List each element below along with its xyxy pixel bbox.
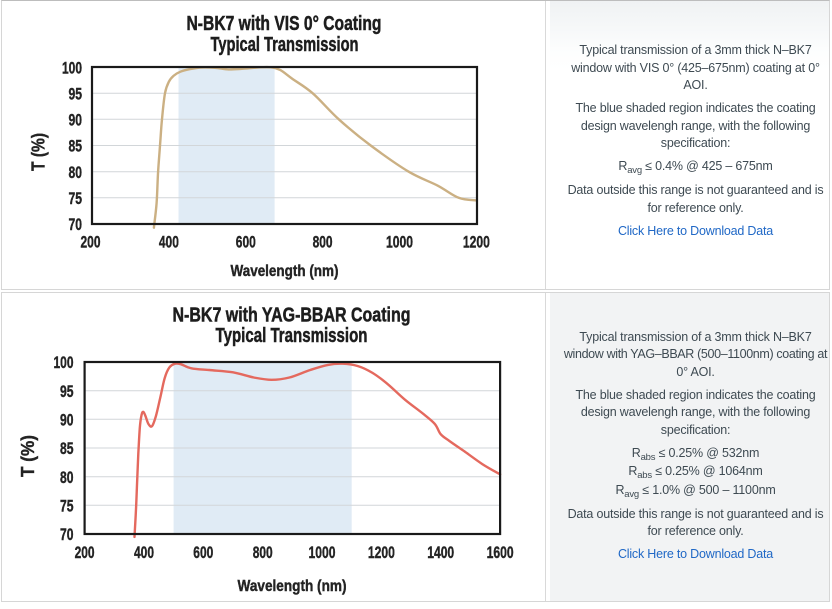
svg-text:Wavelength (nm): Wavelength (nm) [231, 263, 339, 280]
svg-text:70: 70 [60, 525, 74, 544]
svg-text:80: 80 [60, 468, 74, 487]
svg-text:1000: 1000 [309, 543, 336, 562]
svg-text:400: 400 [134, 543, 154, 562]
svg-text:800: 800 [253, 543, 273, 562]
svg-text:85: 85 [60, 439, 74, 458]
svg-text:Typical Transmission: Typical Transmission [216, 325, 368, 347]
svg-text:N-BK7 with VIS 0° Coating: N-BK7 with VIS 0° Coating [187, 13, 382, 35]
svg-text:N-BK7 with YAG-BBAR Coating: N-BK7 with YAG-BBAR Coating [173, 305, 411, 327]
svg-text:90: 90 [60, 411, 74, 430]
svg-text:90: 90 [69, 111, 83, 130]
svg-text:200: 200 [75, 543, 95, 562]
svg-text:Typical Transmission: Typical Transmission [211, 34, 359, 56]
svg-text:T (%): T (%) [29, 133, 49, 171]
svg-text:1000: 1000 [386, 233, 413, 252]
svg-text:95: 95 [69, 84, 83, 103]
svg-text:1200: 1200 [463, 233, 490, 252]
svg-text:1200: 1200 [368, 543, 395, 562]
svg-text:85: 85 [69, 137, 83, 156]
svg-text:95: 95 [60, 382, 74, 401]
svg-text:T (%): T (%) [18, 435, 38, 477]
svg-text:400: 400 [159, 233, 179, 252]
svg-text:800: 800 [313, 233, 333, 252]
svg-text:Wavelength (nm): Wavelength (nm) [238, 578, 347, 595]
svg-text:75: 75 [69, 189, 83, 208]
svg-text:70: 70 [69, 215, 83, 234]
svg-text:200: 200 [81, 233, 101, 252]
svg-text:1600: 1600 [487, 543, 514, 562]
svg-text:80: 80 [69, 163, 83, 182]
svg-text:600: 600 [236, 233, 256, 252]
svg-text:100: 100 [62, 59, 82, 78]
svg-text:1400: 1400 [427, 543, 454, 562]
svg-text:100: 100 [54, 353, 74, 372]
svg-text:600: 600 [193, 543, 213, 562]
svg-text:75: 75 [60, 497, 74, 516]
